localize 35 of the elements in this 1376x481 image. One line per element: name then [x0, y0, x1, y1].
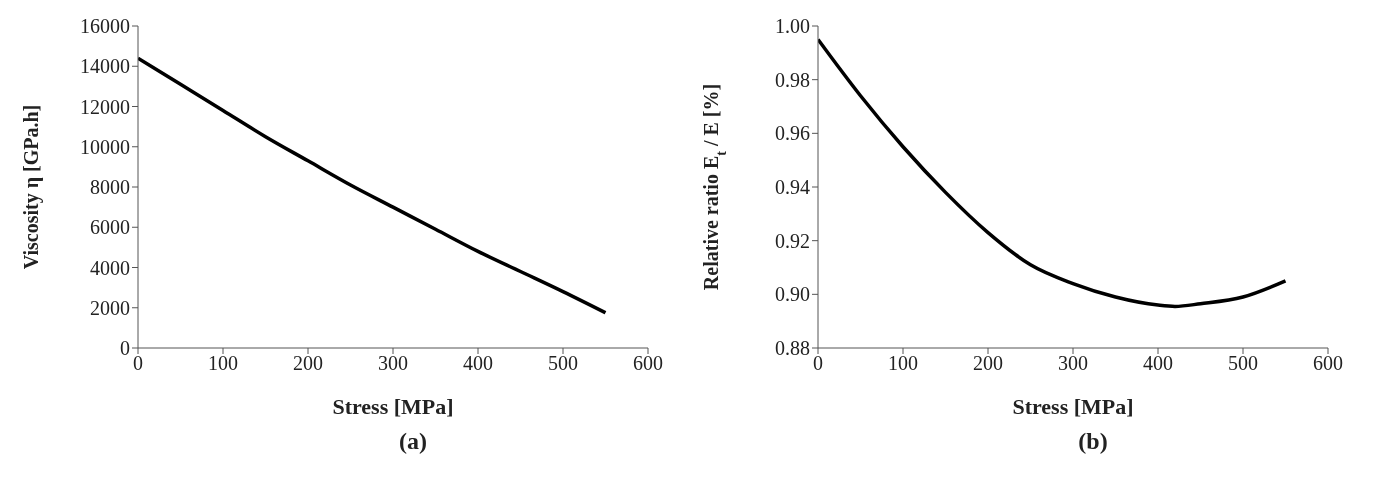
x-tick-label: 200: [293, 352, 323, 375]
y-tick-label: 12000: [80, 95, 130, 118]
y-tick-label: 6000: [90, 216, 130, 239]
x-axis-title: Stress [MPa]: [1012, 394, 1134, 419]
x-tick-label: 100: [888, 352, 918, 375]
x-tick-label: 300: [1058, 352, 1088, 375]
x-tick-label: 500: [1228, 352, 1258, 375]
y-tick-label: 1.00: [775, 15, 810, 38]
text: (a): [398, 428, 428, 455]
y-tick-label: 0.94: [775, 176, 810, 199]
y-tick-label: 16000: [80, 15, 130, 38]
y-tick-label: 0.90: [775, 283, 810, 306]
x-tick-label: 400: [1143, 352, 1173, 375]
y-tick-label: 0.98: [775, 68, 810, 91]
x-tick-label: 200: [973, 352, 1003, 375]
x-axis-title: Stress [MPa]: [332, 394, 454, 419]
y-tick-label: 2000: [90, 296, 130, 319]
line-series: [818, 37, 1288, 309]
y-tick-label: 0.96: [775, 122, 810, 145]
y-tick-label: 14000: [80, 55, 130, 78]
y-axis-title: Viscosity η [GPa.h]: [20, 104, 43, 270]
y-tick-label: 10000: [80, 135, 130, 158]
x-tick-label: 500: [548, 352, 578, 375]
x-tick-label: 300: [378, 352, 408, 375]
x-tick-label: 100: [208, 352, 238, 375]
x-tick-label: 400: [463, 352, 493, 375]
y-tick-label: 0.88: [775, 337, 810, 360]
y-tick-label: 8000: [90, 176, 130, 199]
text: (b): [1077, 428, 1109, 455]
line-series: [138, 56, 608, 315]
x-tick-label: 600: [633, 352, 663, 375]
y-tick-label: 4000: [90, 256, 130, 279]
x-tick-label: 600: [1313, 352, 1343, 375]
y-tick-label: 0: [120, 337, 130, 360]
y-tick-label: 0.92: [775, 229, 810, 252]
